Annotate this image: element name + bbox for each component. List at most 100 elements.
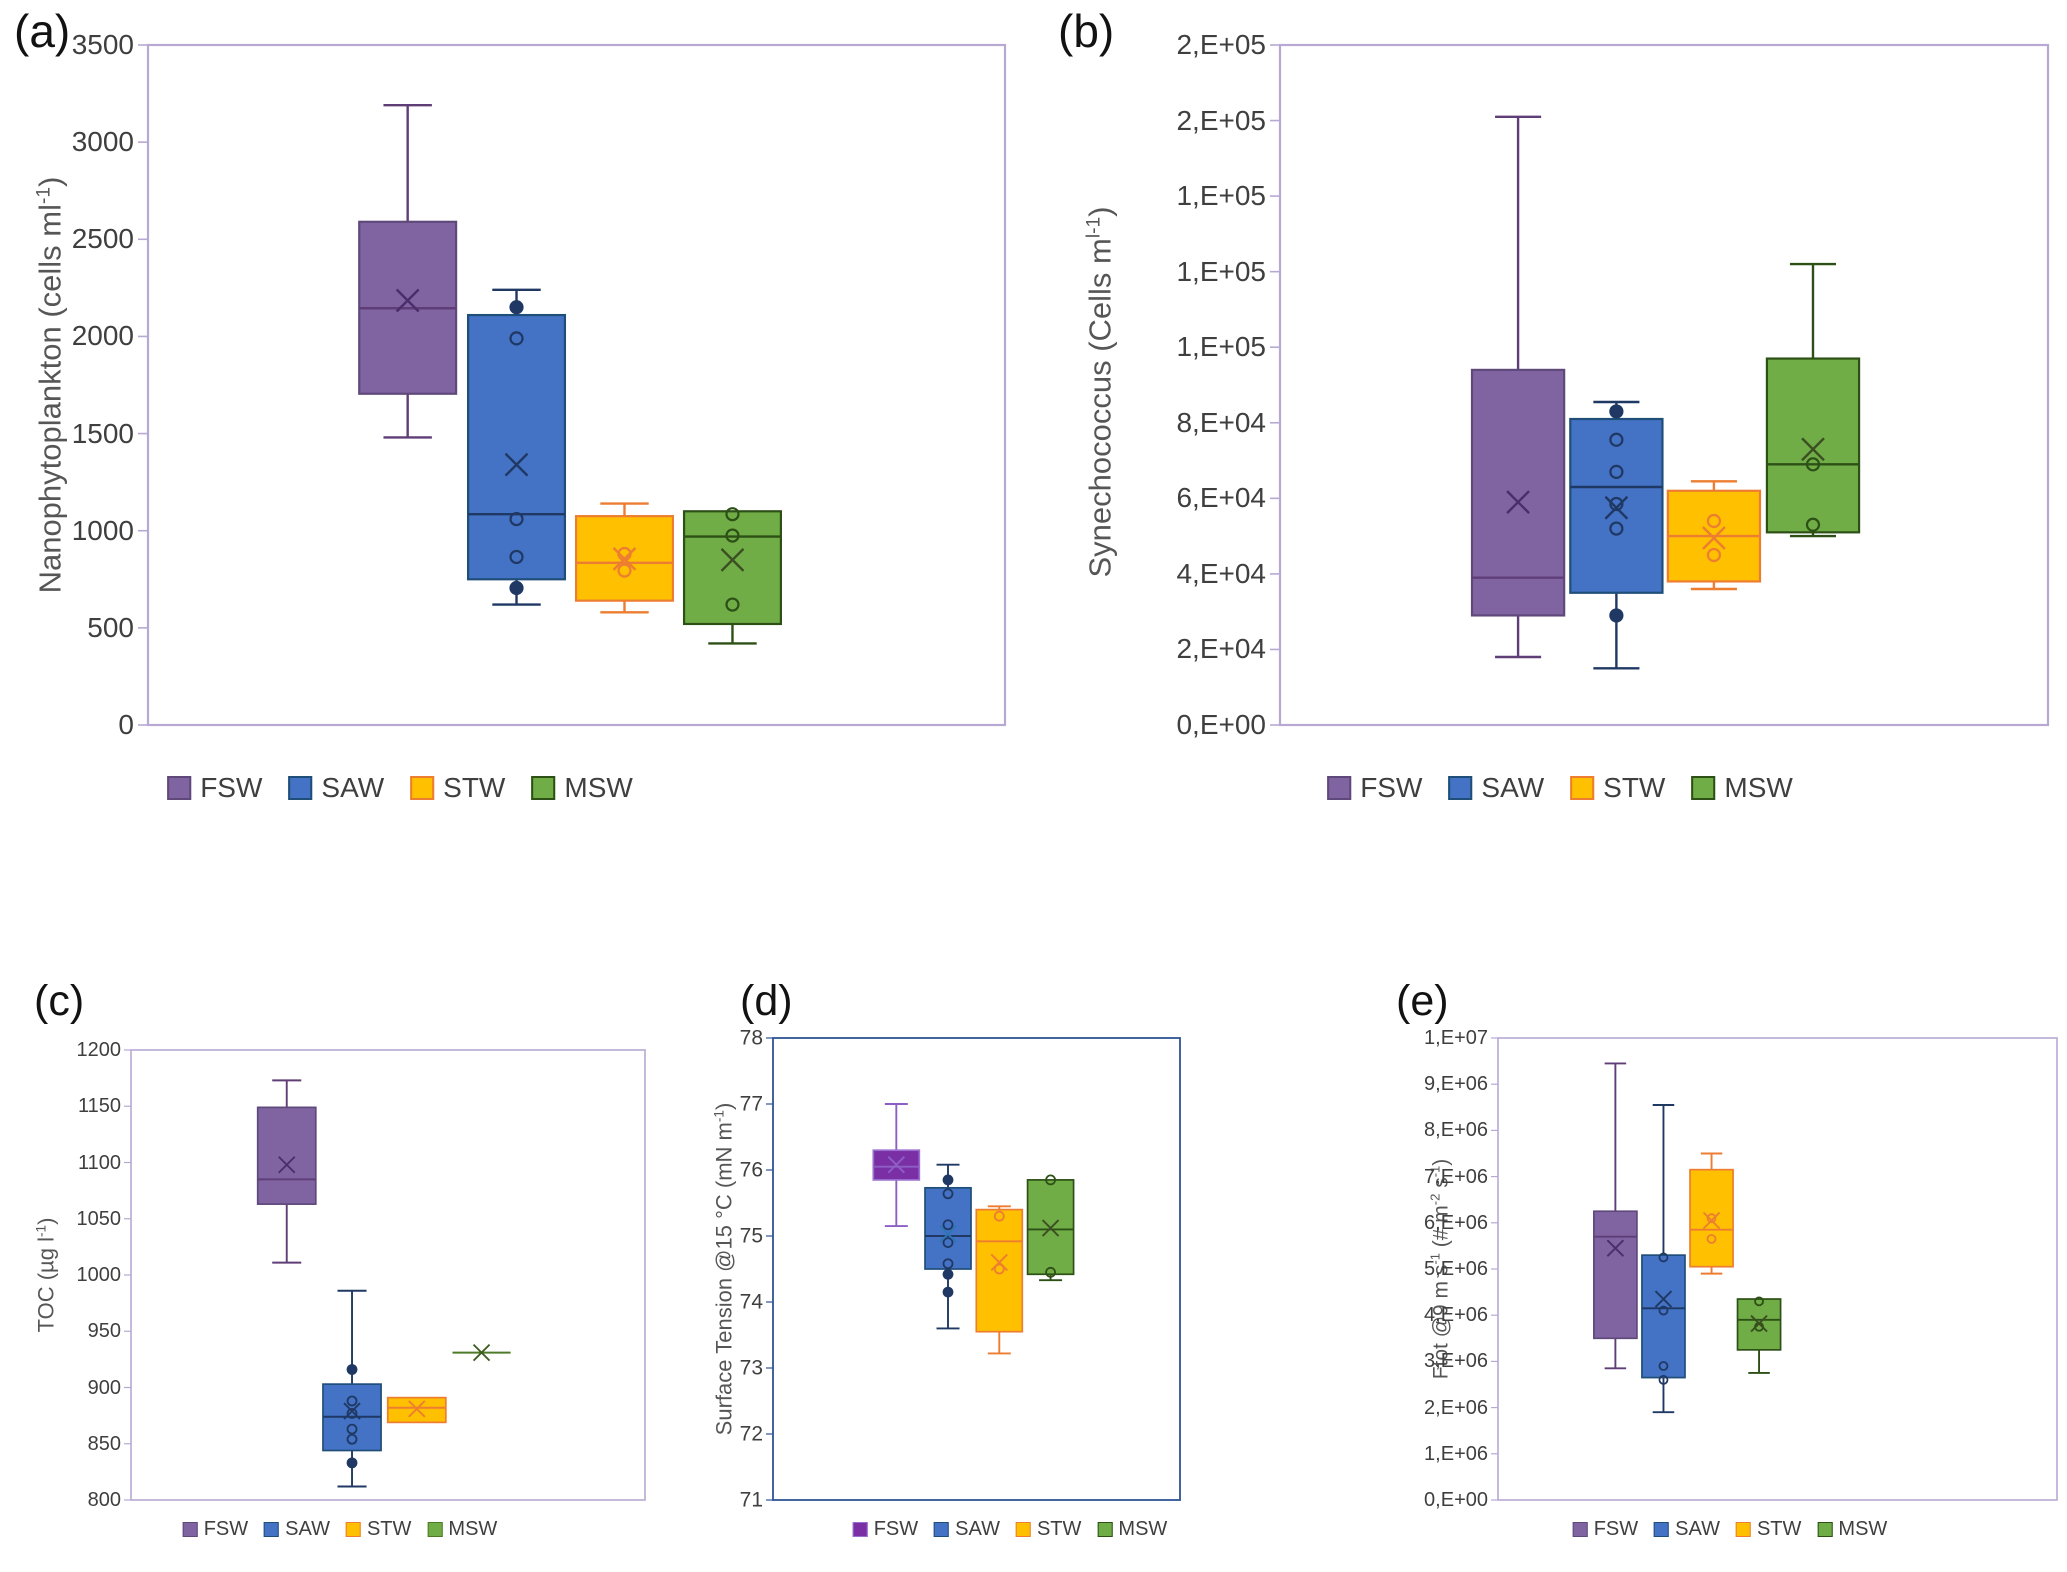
data-point-filled (942, 1268, 954, 1280)
box-series-a-FSW (358, 104, 458, 439)
box-series-b-MSW (1765, 262, 1861, 538)
plot-frame-b (1278, 43, 2050, 727)
data-point-open (509, 511, 524, 527)
legend-swatch-SAW (1654, 1522, 1670, 1537)
plot-frame-e (1497, 1037, 2058, 1501)
legend-label-MSW: MSW (1118, 1518, 1168, 1540)
box-iqr (1593, 1210, 1638, 1340)
legend-swatch-FSW (1572, 1522, 1588, 1537)
legend-label-STW: STW (1036, 1518, 1082, 1540)
data-point-open (942, 1188, 954, 1200)
legend-item-STW: STW (1570, 772, 1665, 804)
y-tick-label-e: 7,E+06 (1424, 1165, 1488, 1188)
y-tick-label-c: 1100 (77, 1151, 121, 1174)
legend-label-SAW: SAW (321, 772, 385, 803)
data-point-open (1609, 464, 1624, 479)
legend-item-MSW: MSW (1817, 1518, 1887, 1541)
data-point-open (1754, 1296, 1764, 1307)
y-tick-label-c: 1150 (77, 1095, 121, 1118)
y-tick-label-d: 75 (739, 1224, 763, 1248)
box-iqr (682, 510, 782, 626)
legend-swatch-MSW (1817, 1522, 1833, 1537)
legend-item-SAW: SAW (1448, 772, 1544, 804)
y-tick-label-c: 800 (87, 1489, 121, 1511)
box-series-c-MSW (452, 1343, 511, 1362)
data-point-open (1706, 1213, 1717, 1224)
legend-swatch-SAW (934, 1522, 950, 1537)
mean-x-marker (278, 1156, 296, 1174)
y-tick-label-d: 73 (739, 1356, 763, 1380)
y-tick-label-c: 1200 (76, 1039, 122, 1061)
data-point-open (1045, 1266, 1056, 1278)
box-iqr (1470, 368, 1566, 617)
data-point-open (1609, 496, 1624, 512)
box-series-a-STW (574, 502, 675, 614)
legend-label-MSW: MSW (448, 1518, 498, 1540)
mean-x-marker (395, 288, 420, 313)
legend-label-FSW: FSW (1360, 772, 1423, 803)
box-series-d-MSW (1026, 1174, 1075, 1282)
y-tick-label-c: 900 (87, 1376, 121, 1399)
legend-label-FSW: FSW (873, 1518, 919, 1540)
data-point-filled (1609, 404, 1624, 419)
box-series-b-FSW (1470, 115, 1566, 659)
box-series-c-STW (386, 1396, 447, 1424)
data-point-open (1706, 513, 1722, 529)
mean-x-marker (408, 1400, 426, 1418)
y-tick-label-e: 9,E+06 (1424, 1073, 1488, 1096)
panel-plot-e (1491, 1037, 2058, 1501)
y-tick-label-d: 72 (739, 1422, 763, 1446)
legend-item-MSW: MSW (1097, 1518, 1167, 1541)
legend-swatch-SAW (1448, 776, 1473, 800)
mean-x-marker (472, 1343, 491, 1362)
y-tick-label-a: 2000 (71, 320, 134, 352)
y-tick-label-e: 8,E+06 (1424, 1119, 1488, 1142)
box-iqr (1765, 357, 1861, 534)
box-series-a-SAW (466, 288, 567, 606)
y-tick-label-b: 4,E+04 (1176, 557, 1266, 589)
data-point-filled (509, 580, 524, 596)
legend-label-STW: STW (1756, 1518, 1802, 1540)
data-point-open (346, 1423, 358, 1435)
legend-swatch-MSW (1097, 1522, 1113, 1537)
y-title-superscript: l-1 (1083, 216, 1105, 239)
box-series-b-SAW (1569, 400, 1664, 670)
y-tick-label-d: 74 (739, 1290, 763, 1314)
data-point-open (1706, 547, 1722, 563)
legend-label-SAW: SAW (1675, 1518, 1720, 1540)
legend-label-SAW: SAW (955, 1518, 1000, 1540)
box-series-c-FSW (256, 1079, 317, 1264)
box-series-d-SAW (924, 1163, 972, 1330)
legend-label-MSW: MSW (1838, 1518, 1888, 1540)
legend-item-FSW: FSW (1572, 1518, 1638, 1541)
y-tick-label-a: 1500 (71, 417, 134, 449)
box-series-e-SAW (1641, 1104, 1686, 1414)
data-point-filled (346, 1364, 358, 1375)
y-tick-label-c: 1050 (76, 1207, 122, 1230)
mean-x-marker (1702, 526, 1726, 550)
box-iqr (256, 1106, 317, 1205)
legend-d: FSW SAW STW MSW (852, 1518, 1167, 1541)
legend-c: FSW SAW STW MSW (182, 1518, 498, 1541)
y-tick-label-e: 0,E+00 (1424, 1489, 1488, 1511)
box-series-e-MSW (1736, 1296, 1782, 1374)
legend-swatch-STW (1015, 1522, 1031, 1537)
y-tick-label-a: 500 (87, 611, 134, 643)
box-series-b-STW (1666, 480, 1762, 591)
mean-x-marker (343, 1402, 361, 1420)
y-tick-label-d: 78 (739, 1026, 763, 1050)
data-point-open (993, 1210, 1005, 1222)
legend-item-STW: STW (1735, 1518, 1802, 1541)
legend-label-STW: STW (443, 772, 506, 803)
legend-item-STW: STW (410, 772, 505, 804)
panel-label-a: (a) (14, 5, 71, 57)
data-point-open (1658, 1361, 1669, 1371)
data-point-open (1609, 432, 1624, 447)
legend-item-STW: STW (1015, 1518, 1082, 1541)
data-point-open (346, 1433, 358, 1445)
legend-label-FSW: FSW (203, 1518, 249, 1540)
legend-swatch-MSW (1691, 776, 1716, 800)
y-title-superscript: -2 (1427, 1193, 1443, 1206)
mean-x-marker (612, 547, 637, 571)
